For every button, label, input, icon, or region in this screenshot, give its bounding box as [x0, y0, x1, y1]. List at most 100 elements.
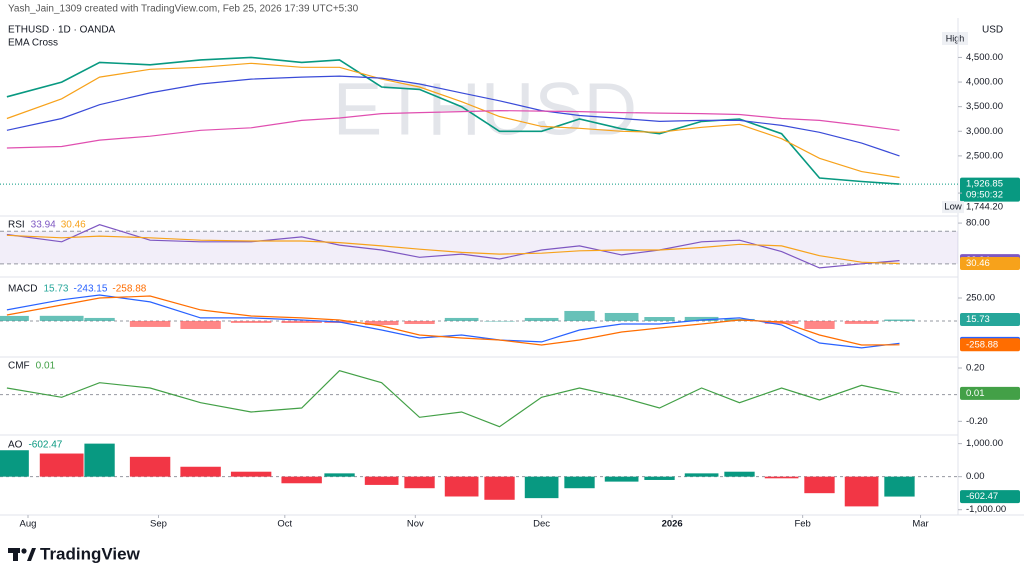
- histogram-bar: [804, 320, 835, 329]
- y-tick-label: 0.00: [966, 471, 985, 482]
- pane-title: CMF: [8, 361, 30, 372]
- pane-title: AO: [8, 440, 23, 451]
- histogram-bar: [484, 320, 515, 322]
- legend-value: -602.47: [28, 440, 62, 451]
- histogram-bar: [524, 317, 559, 321]
- y-tick-label: 1,000.00: [966, 438, 1003, 449]
- series-line: [6, 295, 900, 346]
- series-line: [6, 75, 900, 157]
- histogram-bar: [230, 471, 272, 477]
- y-tick-label: 2,500.00: [966, 150, 1003, 161]
- histogram-bar: [404, 476, 435, 489]
- last-value-label: 1,926.85: [966, 179, 1003, 190]
- histogram-bar: [644, 476, 675, 480]
- x-tick-label: Feb: [794, 519, 810, 530]
- histogram-bar: [724, 471, 755, 477]
- currency: USD: [982, 25, 1003, 36]
- y-tick-label: 80.00: [966, 218, 990, 229]
- histogram-bar: [444, 317, 479, 321]
- legend-value: 33.94: [31, 220, 56, 231]
- histogram-bar: [684, 473, 719, 477]
- low-text: Low: [944, 202, 962, 213]
- histogram-bar: [524, 476, 559, 499]
- last-value-box: [960, 177, 1020, 202]
- y-tick-label: 250.00: [966, 293, 995, 304]
- histogram-bar: [564, 476, 595, 489]
- y-tick-label: 4,500.00: [966, 52, 1003, 63]
- pane-title: MACD: [8, 284, 37, 295]
- series-line: [6, 62, 900, 179]
- last-value-label: -602.47: [966, 491, 998, 502]
- y-tick-label: 0.20: [966, 363, 985, 374]
- histogram-bar: [844, 320, 879, 324]
- low-box: [942, 201, 964, 214]
- last-value-box: [960, 490, 1020, 504]
- footer-logo: TradingView: [40, 544, 141, 563]
- legend-value: 0.01: [36, 361, 56, 372]
- legend-value: -243.15: [73, 284, 107, 295]
- header: Yash_Jain_1309 created with TradingView.…: [8, 4, 359, 15]
- histogram-bar: [0, 315, 29, 321]
- histogram-bar: [129, 320, 171, 327]
- histogram-bar: [644, 317, 675, 321]
- y-tick-label: -1,000.00: [966, 504, 1006, 515]
- histogram-bar: [844, 476, 879, 507]
- high-label: High: [946, 33, 965, 43]
- series-line: [6, 234, 900, 265]
- histogram-bar: [39, 315, 84, 321]
- histogram-bar: [84, 317, 115, 321]
- last-value-box: [960, 338, 1020, 352]
- series-line: [6, 56, 900, 185]
- x-tick-label: Sep: [150, 519, 167, 530]
- histogram-bar: [84, 443, 115, 477]
- legend-value: 15.73: [43, 284, 68, 295]
- histogram-bar: [604, 476, 639, 482]
- histogram-bar: [281, 320, 322, 323]
- legend-value: -258.88: [112, 284, 146, 295]
- watermark: ETHUSD: [333, 68, 637, 151]
- last-value-label: 30.46: [966, 258, 990, 269]
- rsi-band: [0, 231, 958, 264]
- countdown: 09:50:32: [966, 190, 1003, 201]
- histogram-bar: [39, 453, 84, 477]
- logo: [8, 548, 36, 561]
- histogram-bar: [604, 312, 639, 321]
- low-label: 1,744.20: [966, 202, 1003, 213]
- last-value-label: -258.88: [966, 339, 998, 350]
- last-value-label: 15.73: [966, 314, 990, 325]
- last-value-box: [960, 256, 1020, 270]
- histogram-bar: [230, 320, 272, 323]
- y-tick-label: -0.20: [966, 416, 988, 427]
- pane-title: RSI: [8, 220, 25, 231]
- y-tick-label: 4,000.00: [966, 77, 1003, 88]
- histogram-bar: [180, 320, 221, 329]
- series-line: [6, 224, 900, 269]
- x-tick-label: Dec: [533, 519, 550, 530]
- series-line: [6, 370, 900, 428]
- histogram-bar: [884, 476, 915, 497]
- histogram-bar: [281, 476, 322, 484]
- histogram-bar: [0, 450, 29, 477]
- histogram-bar: [364, 320, 399, 326]
- last-value-label: 0.01: [966, 388, 985, 399]
- histogram-bar: [764, 476, 799, 479]
- x-tick-label: Nov: [407, 519, 424, 530]
- histogram-bar: [684, 316, 719, 321]
- y-tick-label: 3,000.00: [966, 126, 1003, 137]
- series-line: [6, 109, 900, 149]
- histogram-bar: [129, 456, 171, 477]
- histogram-bar: [404, 320, 435, 325]
- high-box: [942, 32, 968, 45]
- x-tick-label: Mar: [912, 519, 928, 530]
- histogram-bar: [804, 476, 835, 494]
- histogram-bar: [564, 310, 595, 321]
- legend-value: 30.46: [61, 220, 86, 231]
- pane-subtitle: EMA Cross: [8, 38, 58, 49]
- histogram-bar: [884, 319, 915, 321]
- last-value-box: [960, 313, 1020, 327]
- last-value-box: [960, 386, 1020, 400]
- histogram-bar: [180, 466, 221, 477]
- histogram-bar: [484, 476, 515, 500]
